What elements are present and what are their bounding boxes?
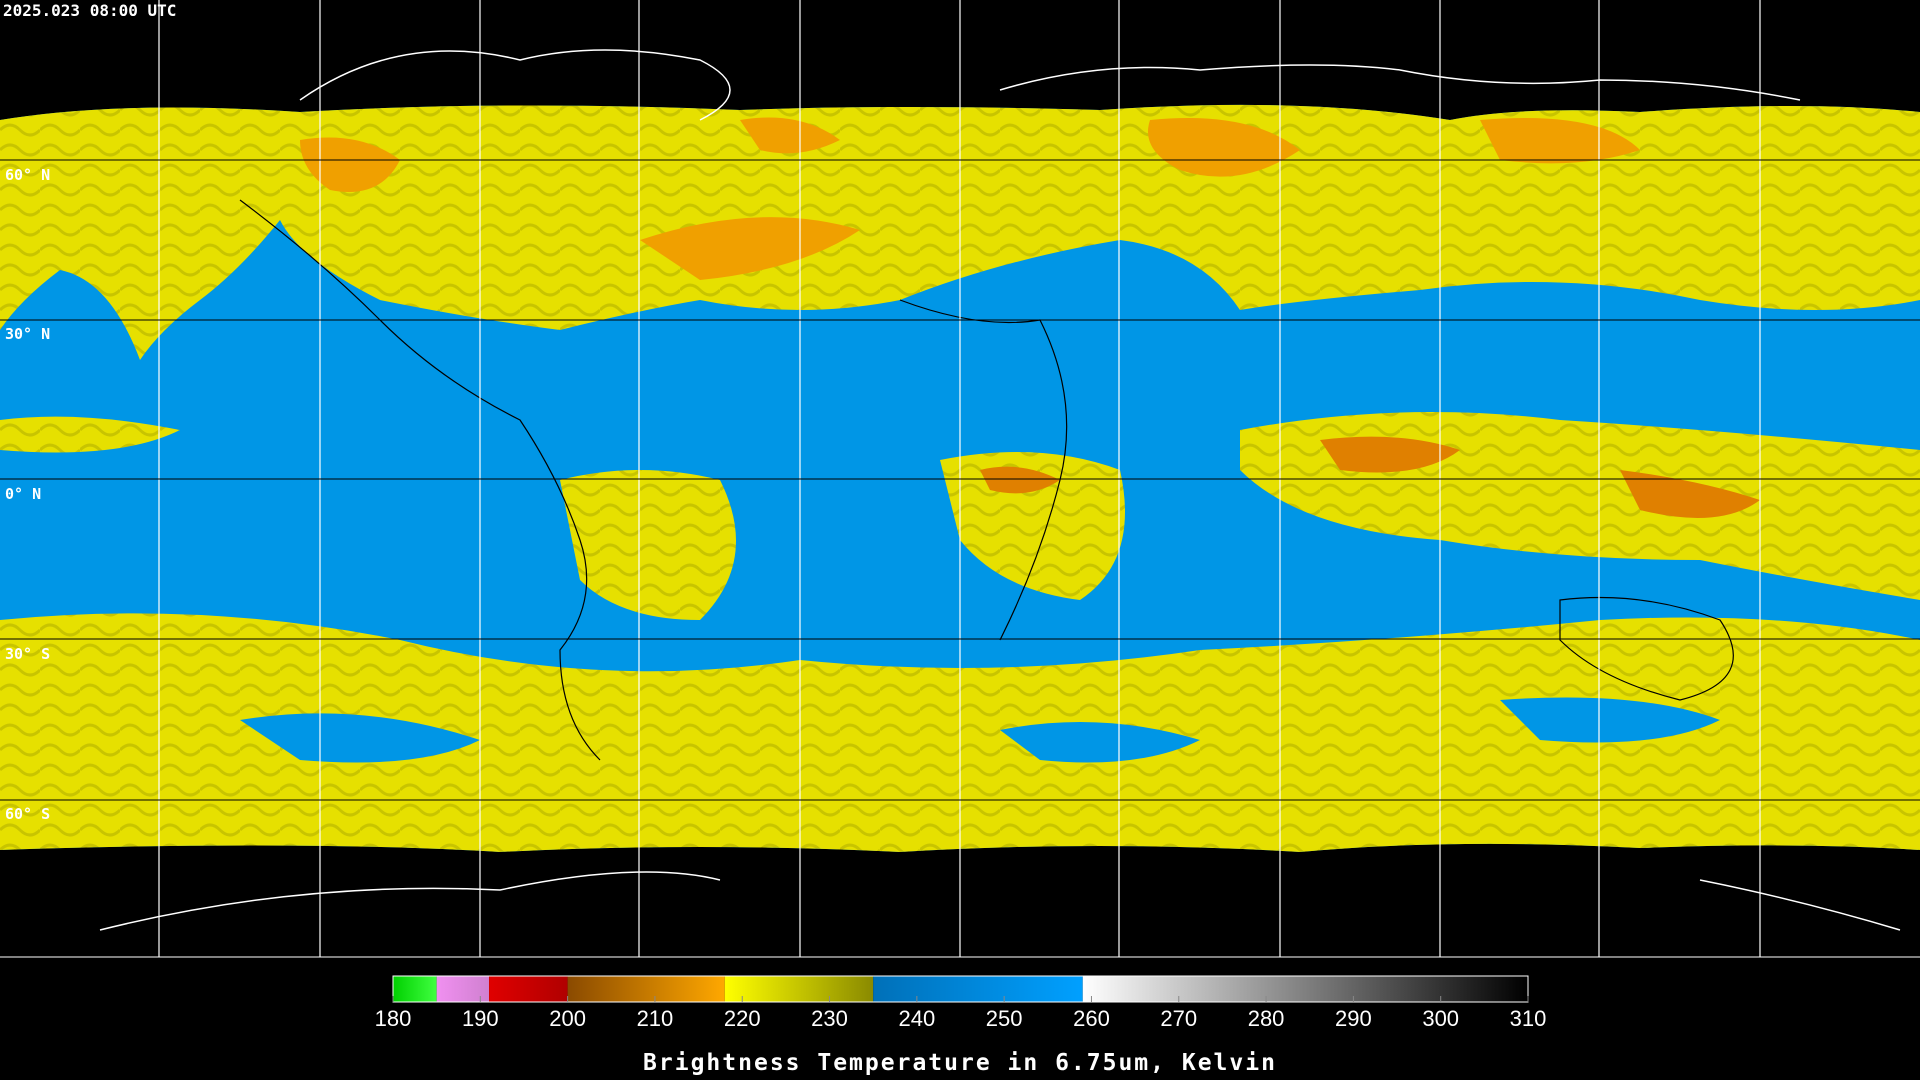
latitude-label: 0° N [5,485,41,503]
latitude-label: 60° S [5,805,50,823]
colorbar-segment [393,976,437,1002]
colorbar-tick-label: 290 [1335,1006,1372,1031]
colorbar-tick-label: 220 [724,1006,761,1031]
colorbar-tick-label: 200 [549,1006,586,1031]
latitude-label: 30° S [5,645,50,663]
colorbar: 180 190 200 210 220 230 240 250 260 270 280 290 300 3… [375,975,1547,1031]
latitude-label: 60° N [5,166,50,184]
colorbar-segment [724,976,874,1002]
colorbar-label: Brightness Temperature in 6.75um, Kelvin [643,1050,1277,1076]
colorbar-tick-label: 210 [637,1006,674,1031]
colorbar-tick-label: 240 [898,1006,935,1031]
latitude-label: 30° N [5,325,50,343]
colorbar-segment [489,976,568,1002]
colorbar-tick-label: 230 [811,1006,848,1031]
colorbar-segment [436,976,490,1002]
colorbar-tick-label: 260 [1073,1006,1110,1031]
colorbar-segment [1082,976,1528,1002]
graticule [0,0,1920,958]
colorbar-segment [873,976,1083,1002]
colorbar-tick-label: 180 [375,1006,412,1031]
colorbar-frame [392,975,1529,1003]
colorbar-segment [567,976,725,1002]
colorbar-tick-label: 310 [1510,1006,1547,1031]
colorbar-tick-label: 300 [1422,1006,1459,1031]
colorbar-tick-label: 250 [986,1006,1023,1031]
timestamp: 2025.023 08:00 UTC [3,1,176,20]
colorbar-tick-label: 270 [1160,1006,1197,1031]
colorbar-tick-label: 190 [462,1006,499,1031]
colorbar-tick-label: 280 [1248,1006,1285,1031]
